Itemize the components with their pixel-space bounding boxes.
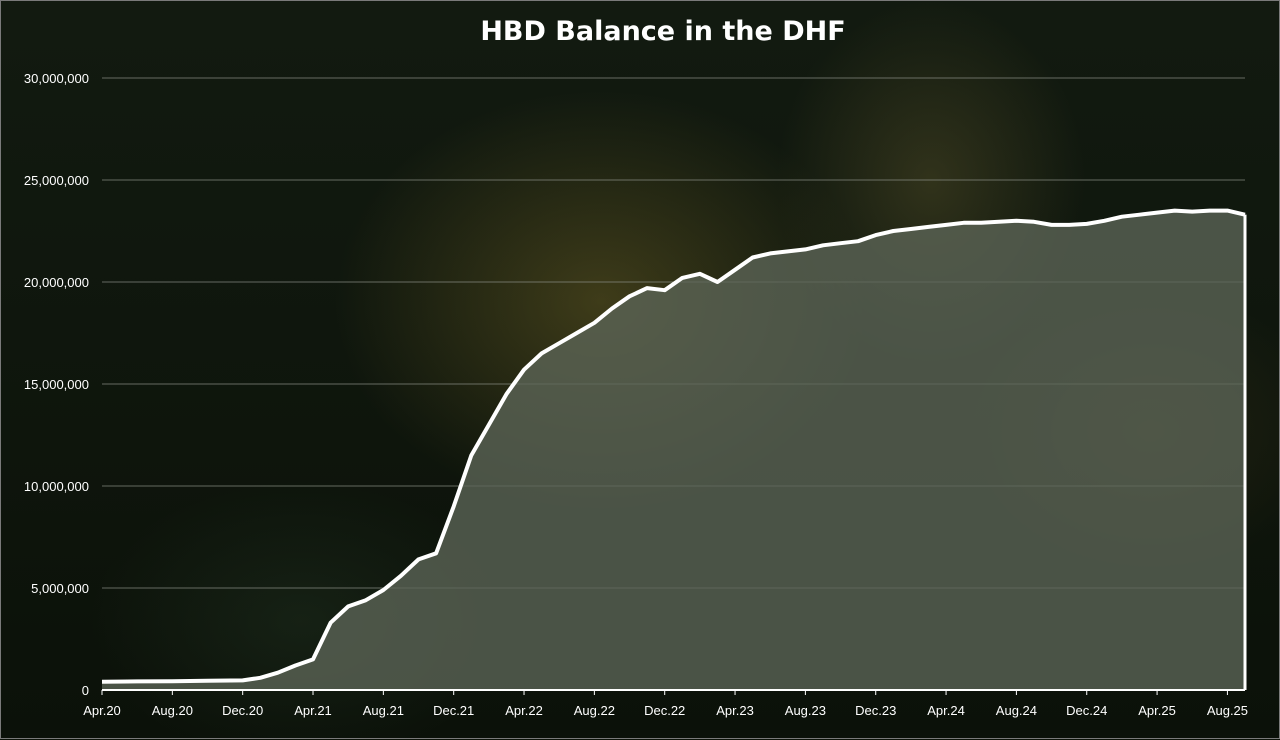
chart-title: HBD Balance in the DHF — [480, 16, 845, 47]
x-tick-label: Dec.22 — [644, 703, 685, 718]
x-tick-label: Dec.24 — [1066, 703, 1107, 718]
y-tick-label: 30,000,000 — [24, 71, 89, 86]
x-tick-label: Aug.25 — [1207, 703, 1248, 718]
series-line — [101, 208, 1246, 684]
y-tick-label: 25,000,000 — [24, 173, 89, 188]
x-tick-label: Apr.21 — [294, 703, 332, 718]
axes: 0 5,000,000 10,000,000 15,000,000 20,000,000… — [24, 71, 1248, 718]
x-tick-label: Apr.23 — [716, 703, 754, 718]
plot-area — [101, 208, 1247, 690]
x-tick-label: Aug.20 — [152, 703, 193, 718]
x-tick-label: Apr.24 — [927, 703, 965, 718]
y-tick-label: 0 — [82, 683, 89, 698]
x-tick-label: Aug.24 — [996, 703, 1037, 718]
x-tick-label: Aug.21 — [363, 703, 404, 718]
x-tick-label: Aug.22 — [574, 703, 615, 718]
x-tick-label: Aug.23 — [785, 703, 826, 718]
x-tick-label: Apr.20 — [83, 703, 121, 718]
series-area — [102, 210, 1245, 690]
y-tick-label: 15,000,000 — [24, 377, 89, 392]
x-tick-label: Dec.23 — [855, 703, 896, 718]
x-tick-label: Apr.25 — [1138, 703, 1176, 718]
x-tick-label: Dec.20 — [222, 703, 263, 718]
y-tick-label: 20,000,000 — [24, 275, 89, 290]
y-tick-label: 10,000,000 — [24, 479, 89, 494]
y-tick-label: 5,000,000 — [31, 581, 89, 596]
x-tick-label: Apr.22 — [505, 703, 543, 718]
x-tick-label: Dec.21 — [433, 703, 474, 718]
